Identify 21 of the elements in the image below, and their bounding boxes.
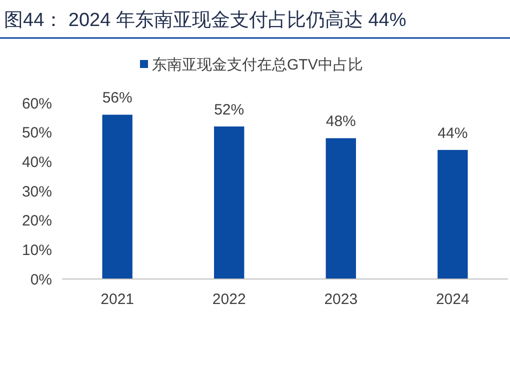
legend-label: 东南亚现金支付在总GTV中占比: [152, 56, 363, 74]
data-label: 44%: [438, 124, 468, 142]
chart-title: 图44： 2024 年东南亚现金支付占比仍高达 44%: [4, 9, 406, 31]
bar: [326, 138, 356, 279]
x-tick-label: 2021: [100, 291, 134, 308]
x-tick-label: 2022: [212, 291, 246, 308]
y-tick-label: 20%: [22, 212, 52, 230]
data-label: 56%: [102, 90, 132, 107]
y-tick-label: 60%: [22, 95, 52, 112]
data-label: 52%: [214, 101, 244, 118]
y-tick-label: 0%: [30, 271, 52, 288]
y-tick-label: 30%: [22, 183, 52, 200]
y-tick-label: 10%: [22, 242, 52, 259]
x-tick-label: 2023: [324, 291, 358, 308]
bar: [102, 114, 132, 279]
data-label: 48%: [326, 113, 356, 130]
bar: [438, 150, 468, 279]
y-tick-label: 40%: [22, 154, 52, 171]
y-tick-label: 50%: [22, 124, 52, 142]
x-tick-label: 2024: [436, 291, 470, 308]
bar: [214, 126, 244, 279]
